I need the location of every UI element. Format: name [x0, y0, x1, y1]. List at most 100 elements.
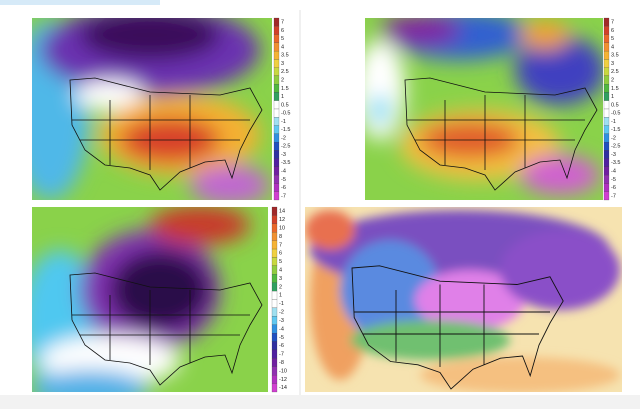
colorbar-swatch — [273, 75, 280, 85]
colorbar-swatch — [273, 100, 280, 110]
colorbar-swatch — [603, 150, 610, 159]
colorbar-swatch — [273, 166, 280, 176]
colorbar-swatch — [273, 67, 280, 77]
colorbar-label: 2 — [611, 77, 614, 83]
colorbar-label: 4 — [281, 44, 284, 50]
colorbar-label: 3.5 — [281, 53, 289, 59]
colorbar-swatch — [603, 125, 610, 134]
colorbar-swatch — [273, 117, 280, 126]
colorbar-label: -2 — [611, 135, 616, 141]
colorbar-swatch — [603, 117, 610, 126]
colorbar-label: 3.5 — [611, 53, 619, 59]
colorbar-label: 3 — [279, 276, 282, 282]
colorbar-label: -2.5 — [281, 144, 290, 150]
colorbar-label: -5 — [279, 335, 284, 341]
colorbar-label: -3 — [279, 318, 284, 324]
colorbar-label: -1.5 — [281, 127, 290, 133]
colorbar-swatch — [271, 257, 278, 266]
colorbar-label: -2 — [279, 310, 284, 316]
colorbar-swatch — [271, 324, 278, 334]
colorbar-swatch — [603, 175, 610, 184]
colorbar-label: 4 — [611, 44, 614, 50]
colorbar-label: -12 — [279, 377, 287, 383]
colorbar-swatch — [603, 75, 610, 85]
colorbar-swatch — [271, 248, 278, 258]
colorbar-label: -0.5 — [281, 111, 290, 117]
colorbar-swatch — [603, 42, 610, 52]
colorbar-label: -7 — [279, 352, 284, 358]
colorbar-swatch — [271, 232, 278, 241]
colorbar-label: -14 — [279, 385, 287, 391]
colorbar-swatch — [273, 50, 280, 60]
colorbar-label: -6 — [281, 185, 286, 191]
colorbar-swatch — [273, 42, 280, 52]
colorbar-label: 0.5 — [281, 102, 289, 108]
map-3 — [32, 207, 268, 392]
colorbar-swatch — [273, 92, 280, 101]
colorbar-label: 6 — [611, 28, 614, 34]
colorbar-label: -1 — [279, 301, 284, 307]
colorbar-swatch — [271, 265, 278, 275]
colorbar-label: 7 — [279, 242, 282, 248]
colorbar-swatch — [271, 299, 278, 309]
colorbar-swatch — [271, 215, 278, 224]
tab — [0, 0, 160, 5]
colorbar-swatch — [273, 183, 280, 192]
colorbar-label: 1 — [281, 94, 284, 100]
colorbar-label: 3 — [281, 61, 284, 67]
colorbar-label: -2 — [281, 135, 286, 141]
colorbar-swatch — [271, 349, 278, 359]
colorbar-swatch — [271, 358, 278, 367]
colorbar-swatch — [273, 150, 280, 159]
colorbar-swatch — [603, 133, 610, 143]
colorbar-swatch — [603, 59, 610, 68]
colorbar-swatch — [273, 125, 280, 134]
colorbar-swatch — [603, 34, 610, 43]
map-1 — [32, 18, 272, 200]
colorbar-swatch — [271, 383, 278, 393]
colorbar-swatch — [273, 175, 280, 184]
colorbar-swatch — [603, 50, 610, 60]
colorbar-label: -8 — [279, 360, 284, 366]
colorbar-label: -3 — [281, 152, 286, 158]
colorbar-swatch — [603, 141, 610, 151]
colorbar-swatch — [603, 191, 610, 201]
colorbar-swatch — [271, 282, 278, 292]
colorbar-swatch — [603, 183, 610, 192]
colorbar-label: 5 — [281, 36, 284, 42]
colorbar-swatch — [271, 274, 278, 283]
colorbar-swatch — [273, 17, 280, 27]
colorbar-swatch — [603, 100, 610, 110]
colorbar-label: 4 — [279, 268, 282, 274]
colorbar-swatch — [273, 59, 280, 68]
colorbar-label: -6 — [611, 185, 616, 191]
colorbar-label: 2.5 — [611, 69, 619, 75]
colorbar-label: -4 — [279, 326, 284, 332]
colorbar-label: 10 — [279, 225, 285, 231]
colorbar-label: -1 — [281, 119, 286, 125]
colorbar-swatch — [603, 158, 610, 168]
colorbar-swatch — [603, 84, 610, 93]
colorbar-swatch — [603, 17, 610, 27]
colorbar-label: -3.5 — [611, 160, 620, 166]
colorbar-swatch — [603, 92, 610, 101]
colorbars: 7 6 5 4 3.5 3 2.5 2 1.5 1 0.5 -0.5 -1 -1.5 -2 -2.5 -3 -3.… — [271, 17, 620, 393]
colorbar-label: 7 — [611, 20, 614, 26]
colorbar-swatch — [273, 34, 280, 43]
colorbar-label: 1 — [279, 293, 282, 299]
colorbar-label: 2.5 — [281, 69, 289, 75]
colorbar-label: 0.5 — [611, 102, 619, 108]
colorbar-label: -0.5 — [611, 111, 620, 117]
colorbar-swatch — [271, 223, 278, 233]
colorbar-swatch — [603, 108, 610, 118]
colorbar-label: 3 — [611, 61, 614, 67]
colorbar-label: 5 — [611, 36, 614, 42]
colorbar-label: 2 — [279, 284, 282, 290]
colorbar-label: 1 — [611, 94, 614, 100]
colorbar-label: -1 — [611, 119, 616, 125]
colorbar-label: 1.5 — [281, 86, 289, 92]
colorbar-swatch — [271, 341, 278, 351]
colorbar-swatch — [271, 290, 278, 300]
colorbar-swatch — [273, 108, 280, 118]
